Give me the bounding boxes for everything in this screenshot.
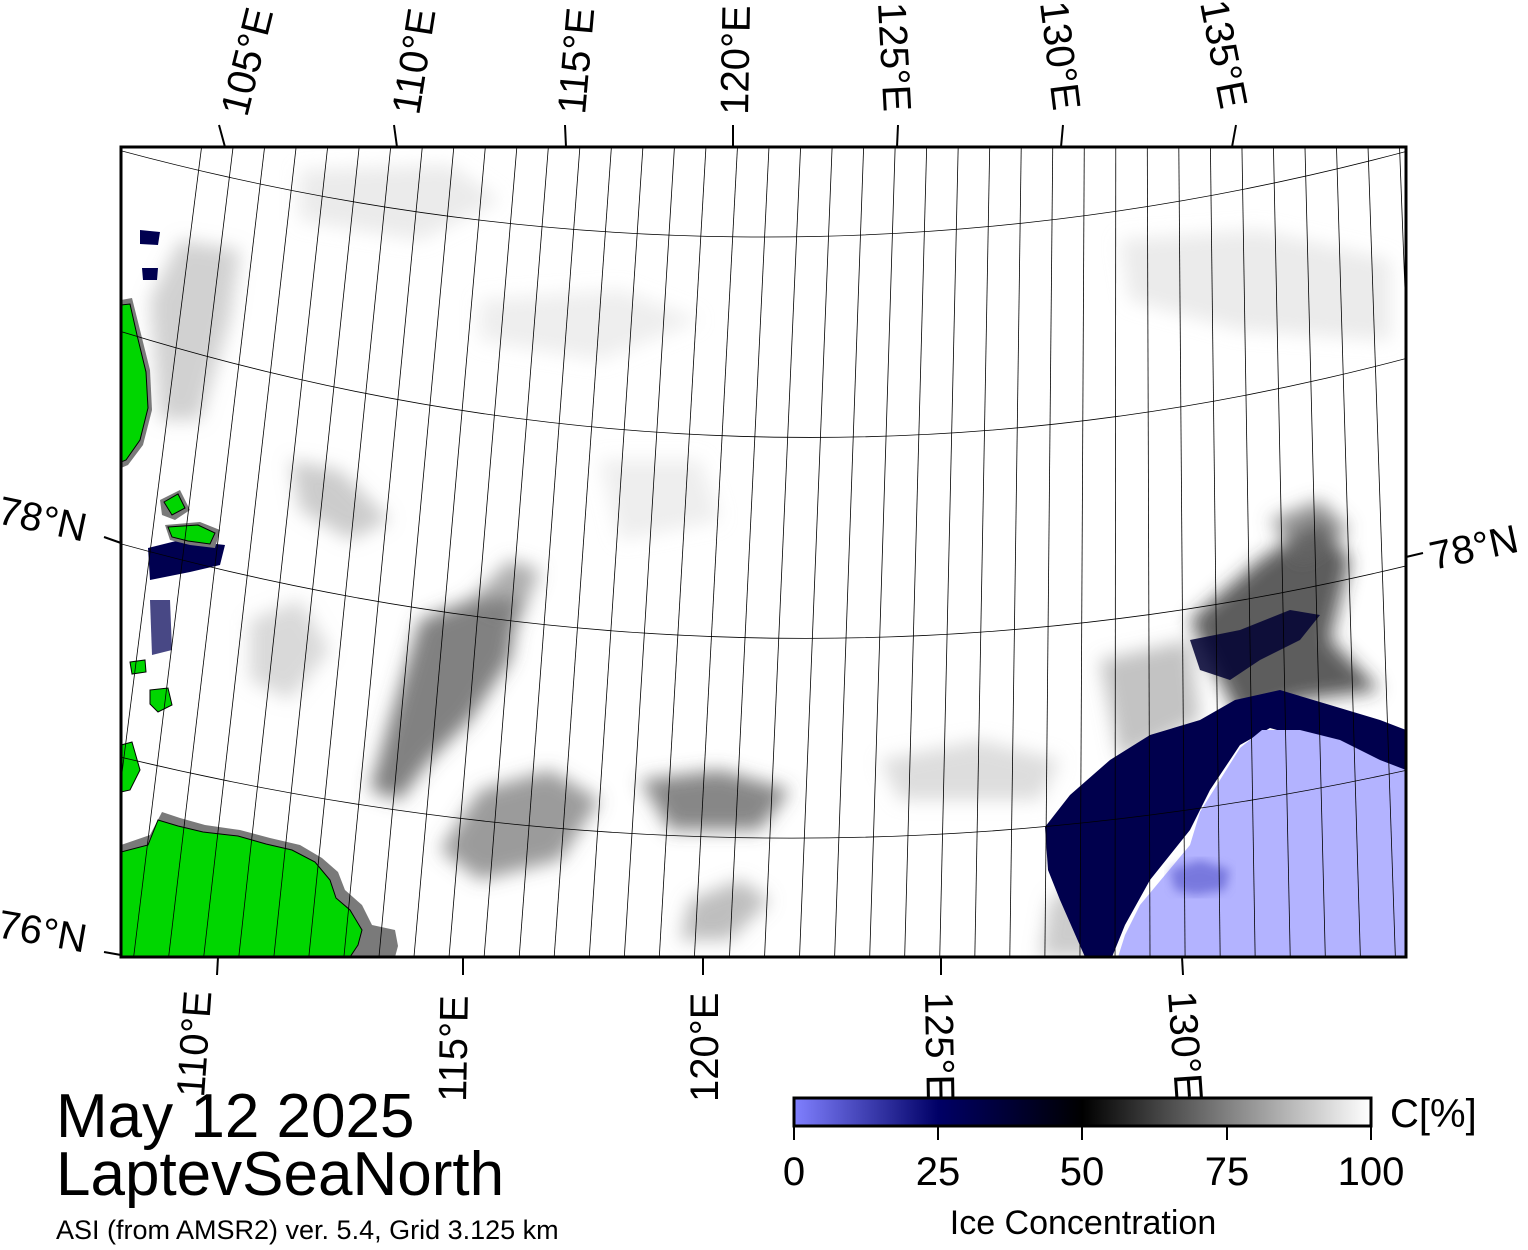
meridian-line — [869, 147, 896, 957]
bottom-longitude-labels: 110°E 115°E 120°E 125°E 130°E — [169, 989, 1210, 1102]
meridian-line — [168, 147, 266, 957]
meridian-line — [1273, 147, 1291, 957]
meridian-line — [939, 147, 959, 957]
region-name: LaptevSeaNorth — [56, 1140, 505, 1209]
meridian-line — [1304, 147, 1326, 957]
lon-label-top-110: 110°E — [384, 5, 444, 117]
meridian-line — [1146, 147, 1151, 957]
parallel-line — [121, 543, 1406, 639]
lon-label-top-105: 105°E — [213, 3, 282, 120]
land-island-4 — [129, 659, 147, 675]
meridian-line — [1336, 147, 1361, 957]
meridian-line — [133, 147, 234, 957]
land-severnaya-zemlya — [121, 303, 149, 463]
colorbar-gradient — [792, 1096, 1373, 1128]
thin-ice-band — [140, 230, 1406, 957]
lat-label-left-78: 78°N — [0, 489, 91, 551]
frame-ticks — [103, 124, 1424, 976]
lon-label-bottom-115: 115°E — [431, 995, 477, 1102]
meridian-line — [308, 147, 392, 957]
colorbar-tick-label-0: 0 — [782, 1150, 806, 1194]
meridian-line — [588, 147, 644, 957]
meridian-line — [1210, 147, 1221, 957]
meridian-line — [1114, 147, 1117, 957]
land-island-3 — [149, 687, 173, 713]
meridian-line — [448, 147, 518, 957]
colorbar-tick-label-25: 25 — [915, 1150, 961, 1194]
meridian-line — [1079, 147, 1085, 957]
meridian-line — [799, 147, 833, 957]
parallel-line — [121, 756, 1406, 839]
lon-label-top-120: 120°E — [713, 5, 759, 115]
meridian-line — [693, 147, 738, 957]
meridian-line — [518, 147, 581, 957]
meridian-line — [658, 147, 707, 957]
map-date: May 12 2025 — [56, 1082, 415, 1151]
colorbar-label: Ice Concentration — [949, 1204, 1217, 1242]
colorbar-tick-label-100: 100 — [1337, 1150, 1405, 1194]
colorbar-ticks — [793, 1126, 1372, 1140]
lat-label-left-76: 76°N — [0, 903, 90, 962]
land-island-5 — [121, 741, 141, 793]
land-taymyr — [121, 819, 363, 957]
meridian-line — [1367, 147, 1396, 957]
meridian-line — [553, 147, 612, 957]
open-water — [1118, 730, 1406, 957]
meridian-line — [1009, 147, 1022, 957]
meridian-line — [764, 147, 801, 957]
colorbar-tick-label-50: 50 — [1059, 1150, 1105, 1194]
meridian-line — [273, 147, 360, 957]
meridian-line — [904, 147, 928, 957]
meridian-line — [378, 147, 455, 957]
lon-label-bottom-110: 110°E — [169, 989, 220, 1098]
meridian-line — [238, 147, 329, 957]
meridian-line — [1241, 147, 1256, 957]
meridian-line — [834, 147, 865, 957]
parallel-line — [121, 331, 1406, 438]
lon-label-top-135: 135°E — [1191, 0, 1255, 112]
lat-label-right-78: 78°N — [1426, 517, 1523, 579]
meridian-line — [729, 147, 770, 957]
land — [121, 298, 398, 957]
meridian-line — [483, 147, 549, 957]
data-source: ASI (from AMSR2) ver. 5.4, Grid 3.125 km — [56, 1215, 559, 1245]
land-island-2 — [167, 524, 216, 545]
colorbar-tick-label-75: 75 — [1204, 1150, 1250, 1194]
meridian-line — [343, 147, 423, 957]
meridian-line — [203, 147, 297, 957]
lon-label-top-125: 125°E — [869, 1, 919, 113]
meridian-line — [1399, 147, 1406, 328]
colorbar-unit: C[%] — [1390, 1092, 1477, 1136]
meridian-line — [623, 147, 675, 957]
top-longitude-labels: 105°E 110°E 115°E 120°E 125°E 130°E 135°… — [213, 0, 1255, 120]
meridian-line — [974, 147, 991, 957]
meridian-line — [1044, 147, 1054, 957]
lon-label-top-130: 130°E — [1031, 0, 1088, 113]
lon-label-bottom-125: 125°E — [916, 991, 962, 1101]
lon-label-bottom-130: 130°E — [1159, 990, 1211, 1102]
open-water-patch — [1170, 860, 1230, 895]
map-frame — [119, 145, 1408, 959]
land-island-1 — [163, 493, 186, 516]
lon-label-top-115: 115°E — [550, 6, 603, 116]
meridian-line — [413, 147, 486, 957]
lon-label-bottom-120: 120°E — [683, 993, 727, 1102]
meridian-line — [121, 147, 202, 784]
graticule — [121, 147, 1406, 957]
map-area — [121, 147, 1406, 957]
meridian-line — [1178, 147, 1186, 957]
colorbar — [792, 1096, 1373, 1140]
